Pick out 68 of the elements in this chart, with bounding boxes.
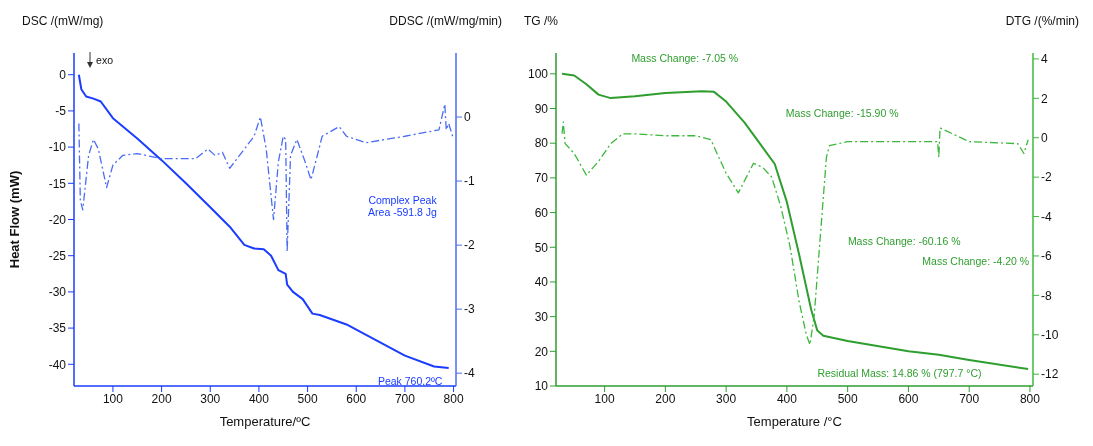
annotation: exo (96, 53, 114, 66)
y-axis-title: Heat Flow (mW) (6, 170, 22, 269)
x-tick-label: 100 (594, 391, 615, 406)
y2-tick-label: -2 (464, 238, 475, 253)
y2-tick-label: -10 (1041, 328, 1059, 343)
text: DSC /(mW/mg) (22, 14, 104, 28)
x-tick-label: 400 (776, 391, 798, 406)
y2-axis-title: DTG /(%/min) (1005, 14, 1079, 28)
x-tick-label: 400 (248, 391, 270, 406)
x-axis-title: Temperature/ºC (219, 414, 311, 429)
y-tick-label: 0 (59, 67, 67, 82)
line-series (78, 103, 454, 253)
x-tick-label: 700 (959, 391, 980, 406)
y-tick-label: -10 (48, 140, 67, 155)
annotation: Mass Change: -60.16 % (847, 235, 961, 248)
annotation: Mass Change: -7.05 % (631, 51, 739, 64)
text: TG /% (524, 14, 559, 28)
y2-tick-label: -4 (1041, 209, 1052, 224)
y-tick-label: -30 (48, 285, 67, 300)
y-tick-label: 20 (534, 344, 549, 359)
y2-tick-label: -3 (464, 302, 475, 317)
y-tick-label: -5 (55, 104, 67, 119)
y-tick-label: -35 (48, 321, 67, 336)
y2-tick-label: -6 (1041, 249, 1052, 264)
y-tick-label: 30 (534, 309, 549, 324)
y-tick-label: 90 (534, 101, 549, 116)
y2-tick-label: 0 (1041, 130, 1048, 145)
y-tick-label: -40 (48, 357, 67, 372)
y2-tick-label: -12 (1041, 367, 1059, 382)
y2-tick-label: 0 (464, 110, 471, 125)
annotation: Mass Change: -15.90 % (785, 106, 899, 119)
y2-tick-label: -8 (1041, 288, 1052, 303)
line-series (561, 121, 1029, 346)
x-tick-label: 600 (346, 391, 367, 406)
annotation: Mass Change: -4.20 % (922, 255, 1030, 268)
y2-tick-label: -2 (1041, 170, 1052, 185)
x-tick-label: 200 (655, 391, 676, 406)
y-tick-label: -25 (48, 248, 67, 263)
y-tick-label: 70 (534, 171, 549, 186)
x-tick-label: 200 (151, 391, 172, 406)
y-tick-label: 60 (534, 205, 549, 220)
line-series (561, 72, 1030, 370)
x-tick-label: 300 (716, 391, 737, 406)
x-tick-label: 500 (837, 391, 858, 406)
annotation: Complex Peak Area -591.8 Jg (367, 194, 438, 219)
x-tick-label: 100 (102, 391, 124, 406)
y2-tick-label: 4 (1041, 52, 1048, 67)
y-tick-label: 40 (534, 275, 549, 290)
y2-tick-label: 2 (1041, 91, 1048, 106)
x-tick-label: 700 (394, 391, 416, 406)
y-tick-label: -20 (48, 212, 67, 227)
y-tick-label: -15 (48, 176, 67, 191)
x-tick-label: 600 (898, 391, 919, 406)
y2-tick-label: -4 (464, 366, 475, 381)
annotation: Residual Mass: 14.86 % (797.7 °C) (817, 367, 982, 380)
y-tick-label: 80 (534, 136, 549, 151)
y2-axis-title: DDSC /(mW/mg/min) (389, 14, 502, 28)
line-series (77, 73, 450, 369)
x-axis-title: Temperature /°C (747, 414, 842, 429)
y-tick-label: 100 (527, 67, 549, 82)
x-tick-label: 500 (297, 391, 318, 406)
y2-tick-label: -1 (464, 174, 475, 189)
annotation: Peak 760.2ºC (377, 375, 443, 387)
y-tick-label: 50 (534, 240, 549, 255)
y-tick-label: 10 (534, 379, 549, 394)
x-tick-label: 800 (1019, 391, 1041, 406)
x-tick-label: 300 (200, 391, 221, 406)
x-tick-label: 800 (443, 391, 464, 406)
